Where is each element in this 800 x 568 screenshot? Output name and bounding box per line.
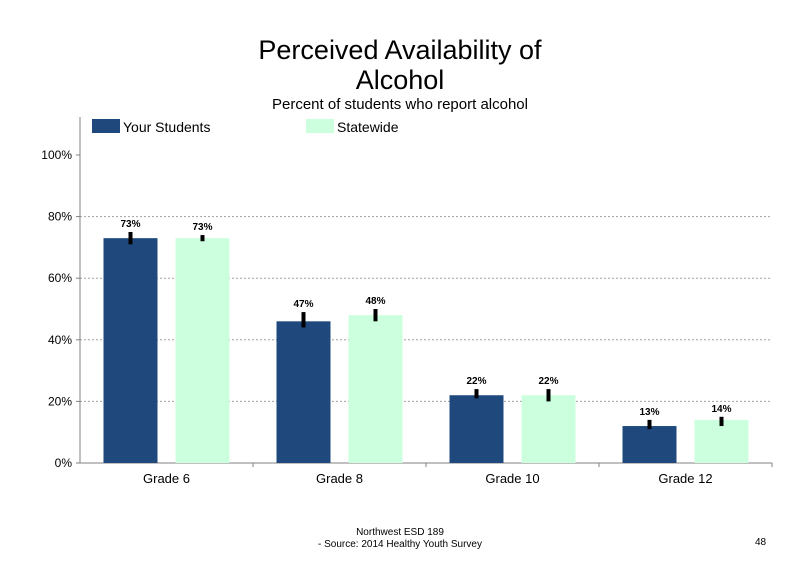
- y-tick-label: 0%: [55, 456, 73, 470]
- x-tick-label: Grade 12: [658, 471, 712, 486]
- bar: [694, 419, 749, 463]
- y-tick-label: 40%: [48, 333, 72, 347]
- y-tick-label: 80%: [48, 210, 72, 224]
- legend-swatch: [92, 119, 120, 133]
- data-label: 48%: [365, 296, 385, 307]
- data-label: 47%: [293, 299, 313, 310]
- x-tick-label: Grade 8: [316, 471, 363, 486]
- x-tick-label: Grade 10: [485, 471, 539, 486]
- bar: [175, 238, 230, 463]
- y-tick-label: 100%: [41, 148, 72, 162]
- chart-subtitle: Percent of students who report alcohol: [272, 96, 528, 113]
- chart-title: Perceived Availability of: [258, 35, 542, 65]
- data-label: 73%: [120, 219, 140, 230]
- data-label: 22%: [466, 376, 486, 387]
- bar: [348, 315, 403, 463]
- source-line2: - Source: 2014 Healthy Youth Survey: [318, 539, 482, 550]
- legend-label: Your Students: [123, 119, 210, 135]
- legend-swatch: [306, 119, 334, 133]
- data-label: 73%: [192, 222, 212, 233]
- chart-title-line2: Alcohol: [355, 65, 445, 95]
- y-tick-label: 20%: [48, 394, 72, 408]
- bar: [622, 426, 677, 463]
- bar: [521, 395, 576, 463]
- page-number: 48: [755, 537, 767, 548]
- data-label: 14%: [711, 404, 731, 415]
- x-tick-label: Grade 6: [143, 471, 190, 486]
- data-label: 13%: [639, 407, 659, 418]
- bar: [449, 395, 504, 463]
- bar: [103, 238, 158, 463]
- bar: [276, 321, 331, 463]
- y-tick-label: 60%: [48, 271, 72, 285]
- source-line1: Northwest ESD 189: [356, 527, 444, 538]
- legend-label: Statewide: [337, 119, 399, 135]
- data-label: 22%: [538, 376, 558, 387]
